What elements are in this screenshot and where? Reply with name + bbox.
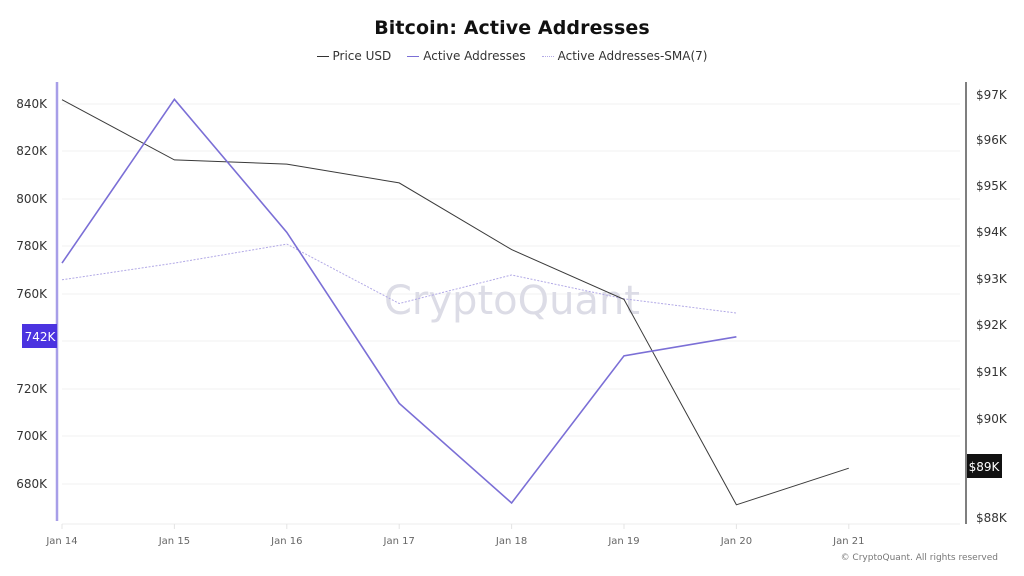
x-axis-ticks: Jan 14 Jan 15 Jan 16 Jan 17 Jan 18 Jan 19 Jan … — [45, 524, 864, 547]
active-addresses-line — [61, 97, 737, 505]
svg-text:Jan 20: Jan 20 — [720, 536, 752, 547]
svg-text:Jan 15: Jan 15 — [158, 536, 190, 547]
svg-text:$95K: $95K — [976, 179, 1008, 193]
svg-text:$91K: $91K — [976, 365, 1008, 379]
copyright-text: © CryptoQuant. All rights reserved — [840, 553, 998, 563]
svg-text:$93K: $93K — [976, 272, 1008, 286]
right-axis-ticks: $97K $96K $95K $94K $93K $92K $91K $90K $88K — [976, 88, 1008, 525]
price-line — [61, 99, 849, 506]
svg-text:800K: 800K — [16, 192, 48, 206]
legend-item-active-addresses[interactable]: Active Addresses — [407, 49, 526, 63]
sma-line — [61, 243, 737, 314]
svg-text:Jan 14: Jan 14 — [45, 536, 77, 547]
svg-text:840K: 840K — [16, 97, 48, 111]
svg-text:Jan 16: Jan 16 — [270, 536, 302, 547]
svg-text:760K: 760K — [16, 287, 48, 301]
active-addresses-line-swatch-icon — [407, 55, 420, 57]
legend-item-active-addresses-sma[interactable]: Active Addresses-SMA(7) — [541, 49, 708, 63]
legend-label: Price USD — [332, 49, 392, 63]
svg-text:Jan 18: Jan 18 — [495, 536, 527, 547]
svg-text:720K: 720K — [16, 382, 48, 396]
svg-text:680K: 680K — [16, 477, 48, 491]
svg-text:700K: 700K — [16, 429, 48, 443]
svg-text:Jan 17: Jan 17 — [383, 536, 415, 547]
svg-text:$90K: $90K — [976, 412, 1008, 426]
chart-title: Bitcoin: Active Addresses — [374, 17, 650, 39]
legend-label: Active Addresses-SMA(7) — [557, 49, 708, 63]
svg-text:742K: 742K — [25, 330, 57, 344]
svg-text:Jan 19: Jan 19 — [607, 536, 639, 547]
sma-line-swatch-icon — [541, 55, 554, 57]
svg-text:$89K: $89K — [969, 460, 1001, 474]
left-current-value-badge: 742K — [22, 324, 57, 348]
svg-text:820K: 820K — [16, 144, 48, 158]
price-line-swatch-icon — [316, 55, 329, 57]
gridlines — [62, 103, 960, 485]
svg-text:Jan 21: Jan 21 — [832, 536, 864, 547]
chart-legend: Price USD Active Addresses Active Addres… — [0, 49, 1024, 63]
left-axis-ticks: 840K 820K 800K 780K 760K 720K 700K 680K — [16, 97, 48, 491]
legend-label: Active Addresses — [423, 49, 526, 63]
watermark: CryptoQuant — [384, 278, 640, 324]
right-current-value-badge: $89K — [967, 454, 1002, 478]
legend-item-price-usd[interactable]: Price USD — [316, 49, 392, 63]
svg-text:$88K: $88K — [976, 511, 1008, 525]
svg-text:780K: 780K — [16, 239, 48, 253]
svg-text:$96K: $96K — [976, 133, 1008, 147]
svg-text:$97K: $97K — [976, 88, 1008, 102]
svg-text:$94K: $94K — [976, 225, 1008, 239]
svg-text:$92K: $92K — [976, 318, 1008, 332]
